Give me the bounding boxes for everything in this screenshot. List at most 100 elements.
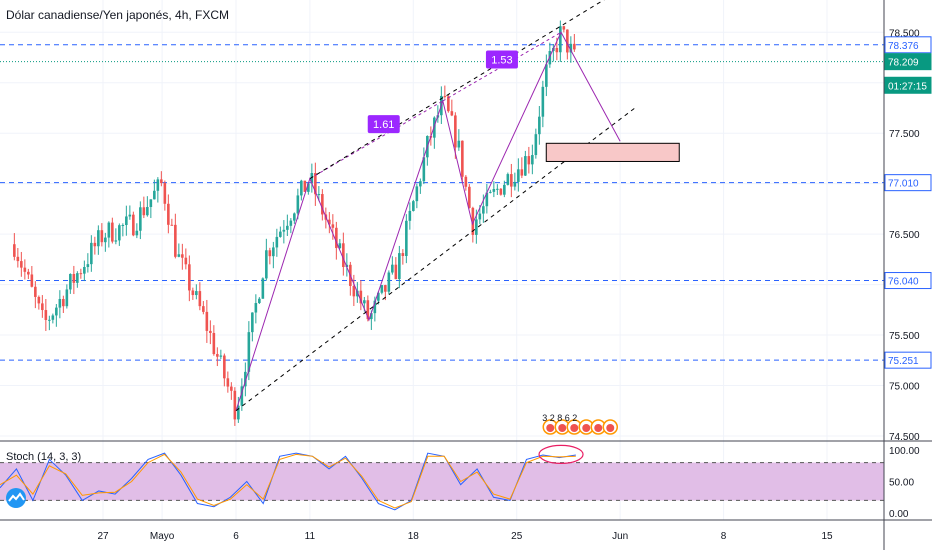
candle-body bbox=[191, 290, 195, 296]
candle-body bbox=[153, 190, 156, 200]
candle-body bbox=[328, 219, 331, 225]
ratio-label: 1.53 bbox=[491, 55, 512, 67]
candle-body bbox=[356, 290, 359, 297]
event-marks[interactable]: 3 2 8 6 2 bbox=[542, 413, 619, 435]
candle-body bbox=[562, 26, 566, 30]
symbol-title: Dólar canadiense/Yen japonés, 4h, FXCM bbox=[6, 8, 230, 22]
candle-body bbox=[506, 174, 510, 185]
candle-body bbox=[503, 184, 506, 195]
candle-body bbox=[121, 225, 125, 227]
x-tick-label: 18 bbox=[408, 531, 420, 542]
candle-body bbox=[401, 253, 405, 257]
candle-body bbox=[317, 194, 321, 196]
price-label-box bbox=[884, 174, 932, 192]
candle-body bbox=[51, 315, 55, 320]
pattern-drawings[interactable] bbox=[235, 0, 680, 412]
candle-body bbox=[457, 140, 461, 148]
candle-body bbox=[76, 273, 79, 283]
candle-body bbox=[352, 285, 356, 297]
candle-body bbox=[275, 236, 279, 248]
event-dot bbox=[546, 424, 555, 432]
candle-body bbox=[335, 227, 338, 249]
candle-body bbox=[132, 214, 135, 236]
candle-body bbox=[342, 243, 345, 268]
candle-body bbox=[422, 157, 426, 182]
target-zone bbox=[545, 142, 680, 162]
candle-body bbox=[261, 278, 265, 299]
x-tick-label: 6 bbox=[233, 531, 239, 542]
candle-body bbox=[464, 176, 468, 187]
stoch-lines bbox=[0, 444, 584, 511]
event-dot bbox=[570, 424, 579, 432]
candle-body bbox=[244, 371, 247, 387]
candle-body bbox=[531, 155, 534, 165]
candle-body bbox=[79, 273, 83, 275]
candle-body bbox=[559, 26, 562, 53]
candle-body bbox=[258, 298, 261, 304]
candle-body bbox=[496, 188, 499, 190]
candle-body bbox=[475, 219, 478, 235]
candle-body bbox=[181, 254, 184, 258]
candle-body bbox=[223, 355, 226, 379]
candle-body bbox=[545, 64, 548, 87]
candle-body bbox=[338, 243, 342, 249]
candle-body bbox=[380, 285, 384, 293]
event-dot bbox=[582, 424, 591, 432]
candle-body bbox=[478, 213, 482, 220]
event-dot bbox=[558, 424, 567, 432]
candle-body bbox=[202, 306, 205, 312]
candle-body bbox=[114, 240, 118, 242]
ratio-label: 1.61 bbox=[373, 119, 394, 131]
price-label: 75.251 bbox=[888, 356, 919, 367]
candle-body bbox=[373, 300, 377, 314]
candle-body bbox=[55, 307, 58, 316]
candle-body bbox=[527, 156, 531, 165]
candle-body bbox=[419, 181, 422, 187]
candle-body bbox=[72, 273, 76, 283]
candle-body bbox=[62, 298, 65, 307]
price-labels: 78.376 78.209 01:27:15 77.010 76.040 75.251 bbox=[884, 36, 932, 369]
candle-body bbox=[307, 183, 310, 192]
candle-body bbox=[272, 247, 275, 257]
candle-body bbox=[128, 214, 132, 217]
candle-body bbox=[111, 222, 114, 242]
x-tick-label: 8 bbox=[721, 531, 727, 542]
candle-body bbox=[566, 29, 569, 53]
candle-body bbox=[289, 220, 293, 226]
price-label-box bbox=[884, 272, 932, 290]
candle-body bbox=[296, 195, 300, 214]
x-tick-label: 15 bbox=[821, 531, 833, 542]
candle-body bbox=[58, 298, 62, 308]
candle-body bbox=[520, 169, 524, 176]
ratio-label-box bbox=[485, 50, 518, 69]
overbought-ellipse bbox=[538, 444, 584, 465]
candle-body bbox=[170, 224, 174, 226]
y-tick-label: 76.500 bbox=[889, 230, 920, 241]
horizontal-levels bbox=[0, 44, 884, 501]
candle-body bbox=[142, 207, 146, 216]
candle-body bbox=[139, 207, 142, 231]
candle-body bbox=[279, 231, 282, 237]
candle-body bbox=[461, 140, 464, 177]
candle-body bbox=[391, 264, 394, 273]
tradingview-logo[interactable] bbox=[5, 487, 33, 509]
candle-body bbox=[265, 250, 268, 279]
candle-body bbox=[156, 179, 160, 191]
candle-body bbox=[237, 405, 240, 420]
candle-body bbox=[443, 95, 447, 97]
stoch-tick-label: 100.00 bbox=[889, 446, 920, 457]
x-tick-label: Mayo bbox=[150, 531, 175, 542]
candle-body bbox=[415, 186, 419, 202]
price-label-box bbox=[884, 53, 932, 71]
price-label-box bbox=[884, 351, 932, 369]
candle-body bbox=[489, 191, 492, 193]
candle-body bbox=[471, 207, 475, 235]
candle-body bbox=[90, 242, 93, 265]
y-tick-label: 78.500 bbox=[889, 28, 920, 39]
candle-body bbox=[510, 174, 513, 187]
price-label-box bbox=[884, 76, 932, 94]
candle-body bbox=[209, 330, 212, 333]
candle-body bbox=[149, 199, 153, 208]
candle-body bbox=[517, 169, 520, 182]
